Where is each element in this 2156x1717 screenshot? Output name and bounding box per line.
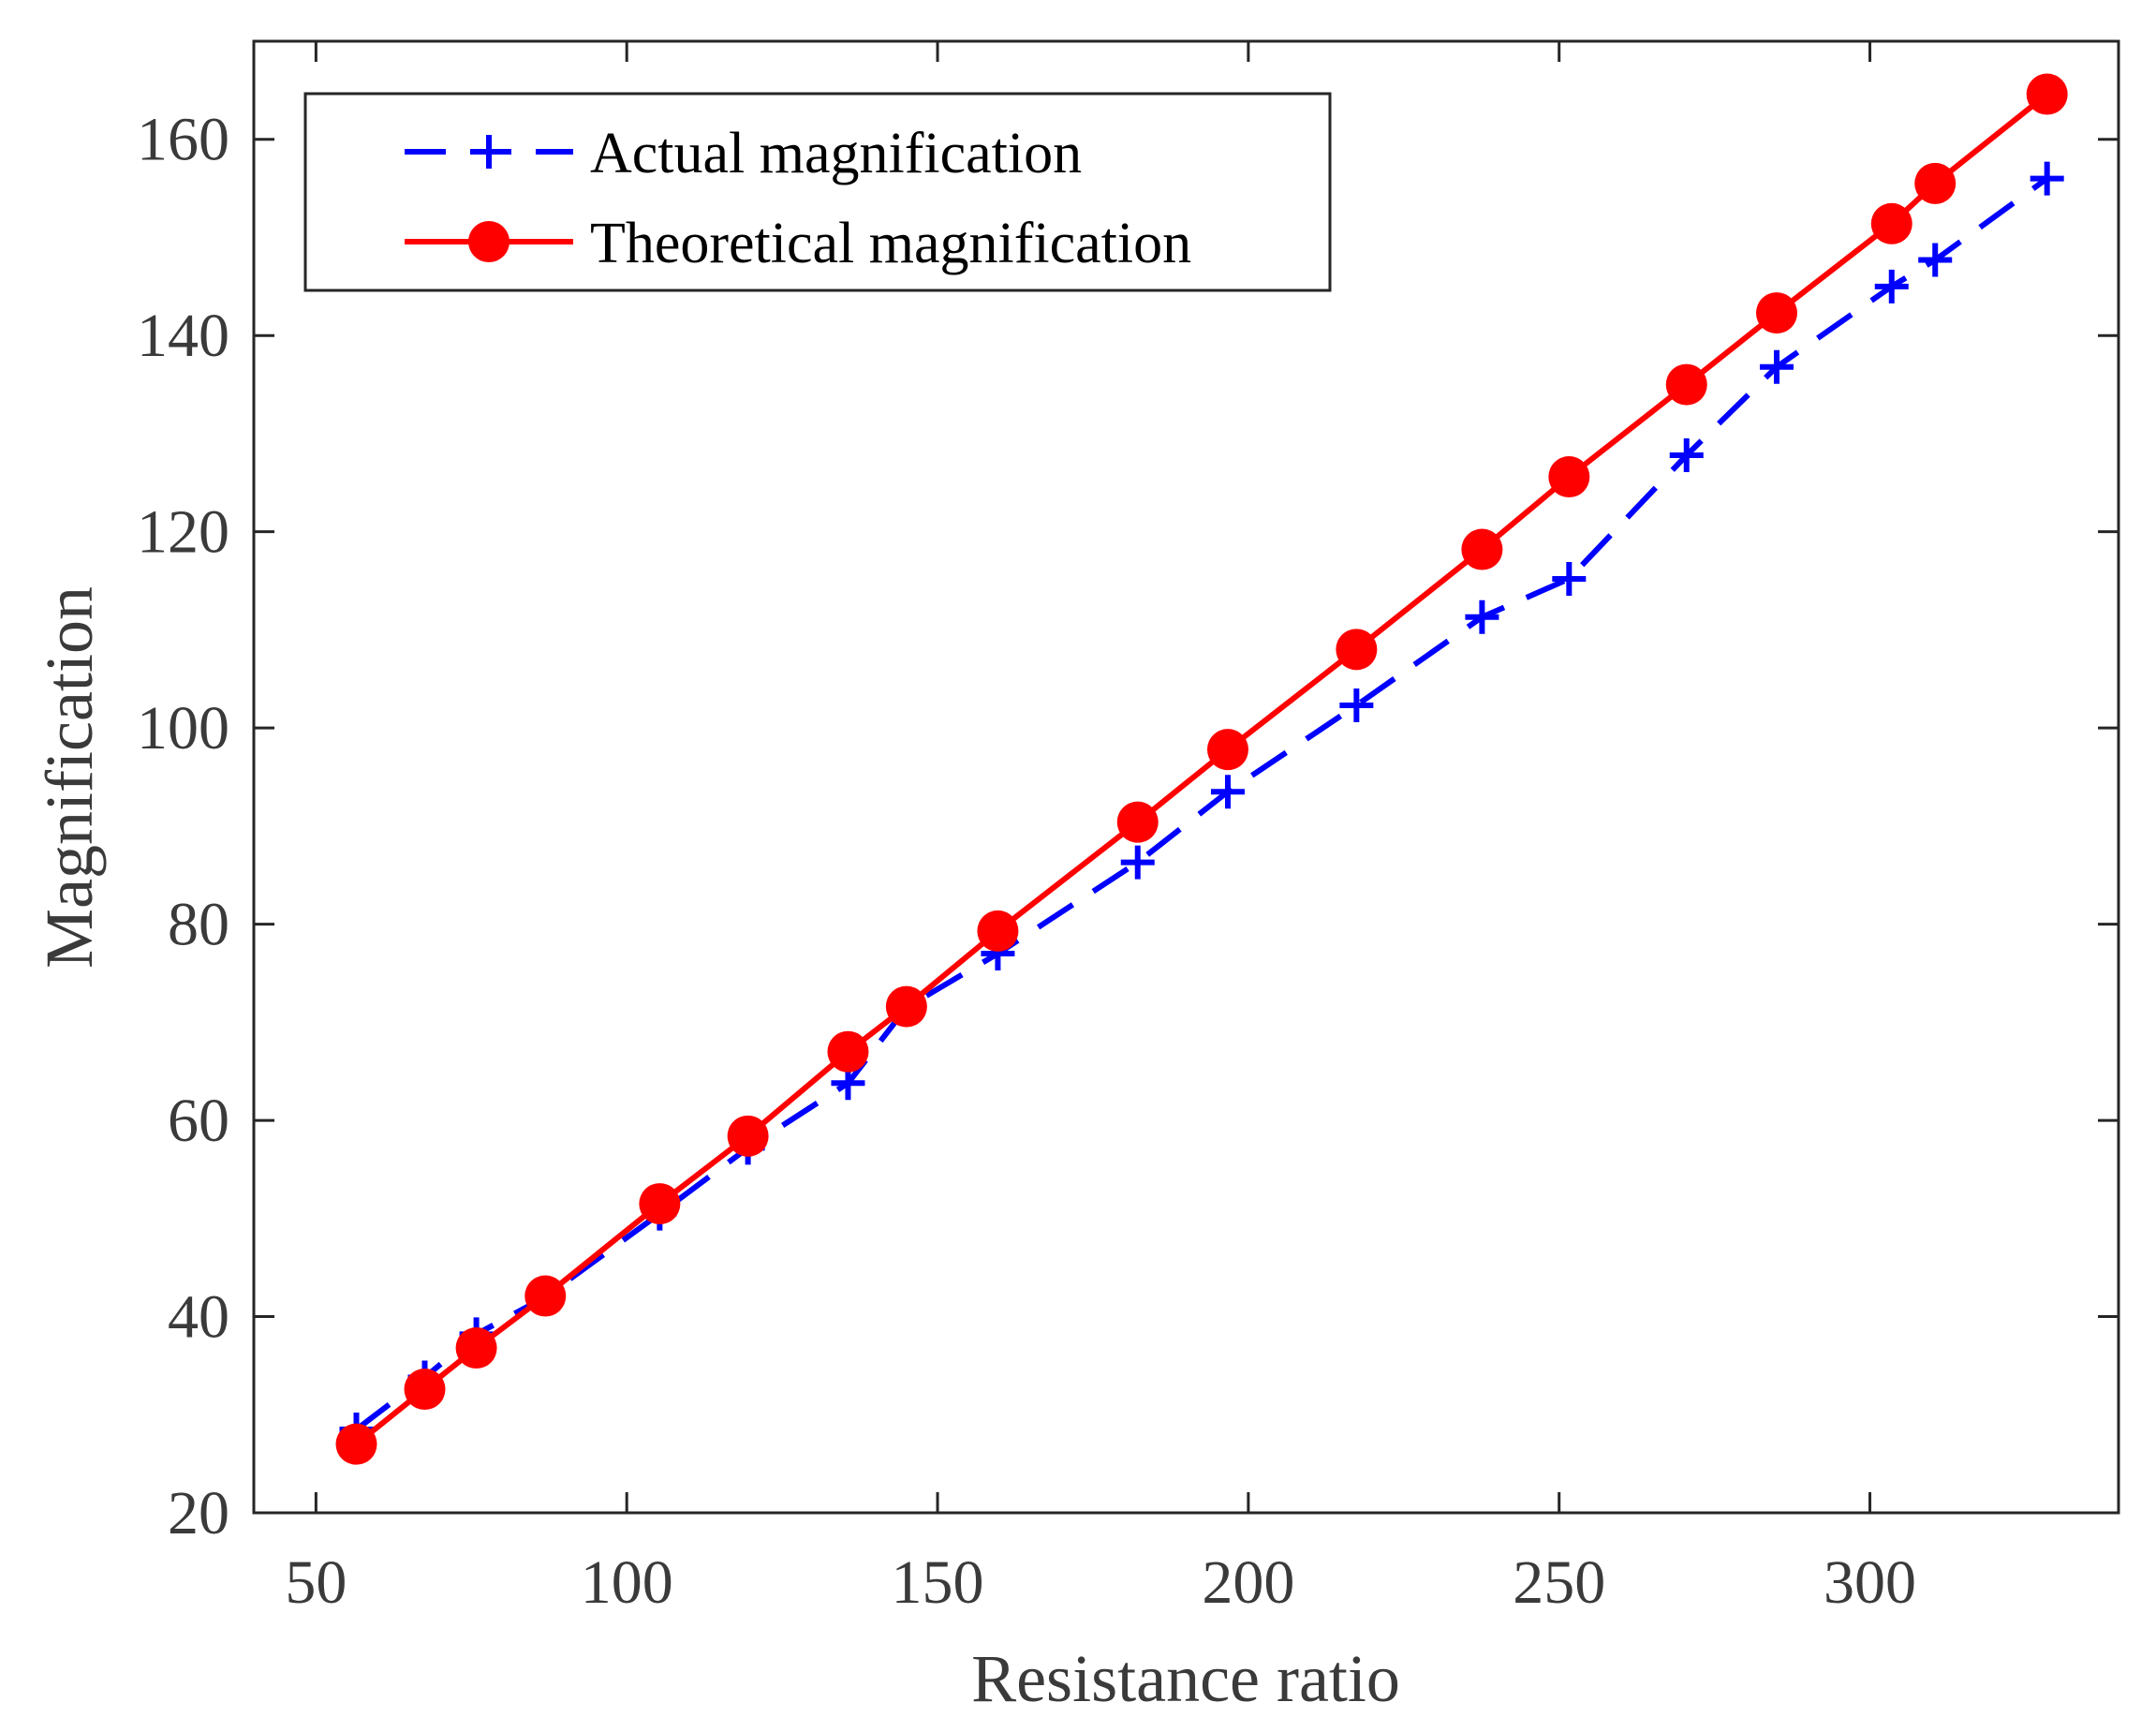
legend: Actual magnification Theoretical magnifi…: [303, 92, 1332, 292]
data-point: [1339, 688, 1374, 723]
axis-tick-labels: 50 100 150 200 250 300 20 40 60 80 100 120 140 160: [137, 106, 1916, 1617]
data-point: [1874, 269, 1909, 303]
data-point: [1210, 775, 1245, 809]
series-theoretical: [335, 73, 2068, 1465]
data-point: [2026, 73, 2068, 115]
y-tick-label: 40: [168, 1283, 229, 1352]
data-point: [1552, 561, 1587, 596]
data-point: [1461, 528, 1503, 570]
data-point: [977, 910, 1019, 952]
data-point: [2030, 161, 2064, 196]
legend-theoretical-label: Theoretical magnification: [590, 212, 1191, 275]
data-point: [885, 985, 927, 1028]
data-point: [524, 1275, 567, 1317]
data-point: [827, 1030, 869, 1073]
x-tick-label: 50: [285, 1548, 347, 1617]
y-tick-label: 120: [137, 498, 229, 567]
data-point: [1336, 629, 1378, 671]
data-point: [1116, 801, 1159, 843]
y-axis-title: Magnification: [32, 586, 107, 969]
axis-ticks: [254, 41, 2119, 1515]
y-tick-label: 20: [168, 1479, 229, 1547]
data-series: [335, 73, 2068, 1465]
legend-actual-marker: [472, 135, 506, 169]
y-tick-label: 80: [168, 891, 229, 959]
x-axis-title: Resistance ratio: [971, 1641, 1400, 1716]
data-point: [1918, 243, 1953, 277]
data-point: [1206, 729, 1248, 771]
x-tick-label: 150: [892, 1548, 984, 1617]
y-tick-label: 60: [168, 1087, 229, 1155]
x-tick-label: 300: [1824, 1548, 1916, 1617]
x-tick-label: 250: [1513, 1548, 1605, 1617]
data-point: [404, 1369, 446, 1411]
legend-actual-label: Actual magnification: [590, 122, 1082, 185]
plot-area-frame: [252, 39, 2120, 1515]
y-tick-label: 100: [137, 694, 229, 762]
data-point: [335, 1423, 377, 1465]
data-point: [1120, 845, 1155, 880]
y-tick-label: 160: [137, 106, 229, 174]
data-point: [1669, 437, 1704, 472]
data-point: [1914, 162, 1957, 204]
x-tick-label: 200: [1202, 1548, 1294, 1617]
data-point: [1665, 363, 1707, 406]
data-point: [1465, 599, 1499, 634]
x-tick-label: 100: [581, 1548, 673, 1617]
data-point: [1870, 202, 1912, 244]
legend-theoretical-marker: [468, 221, 509, 262]
data-point: [639, 1183, 681, 1225]
data-point: [1759, 349, 1794, 384]
data-point: [727, 1115, 769, 1157]
y-tick-label: 140: [137, 302, 229, 370]
data-point: [455, 1327, 497, 1369]
data-point: [1548, 456, 1590, 498]
data-point: [1755, 292, 1797, 334]
